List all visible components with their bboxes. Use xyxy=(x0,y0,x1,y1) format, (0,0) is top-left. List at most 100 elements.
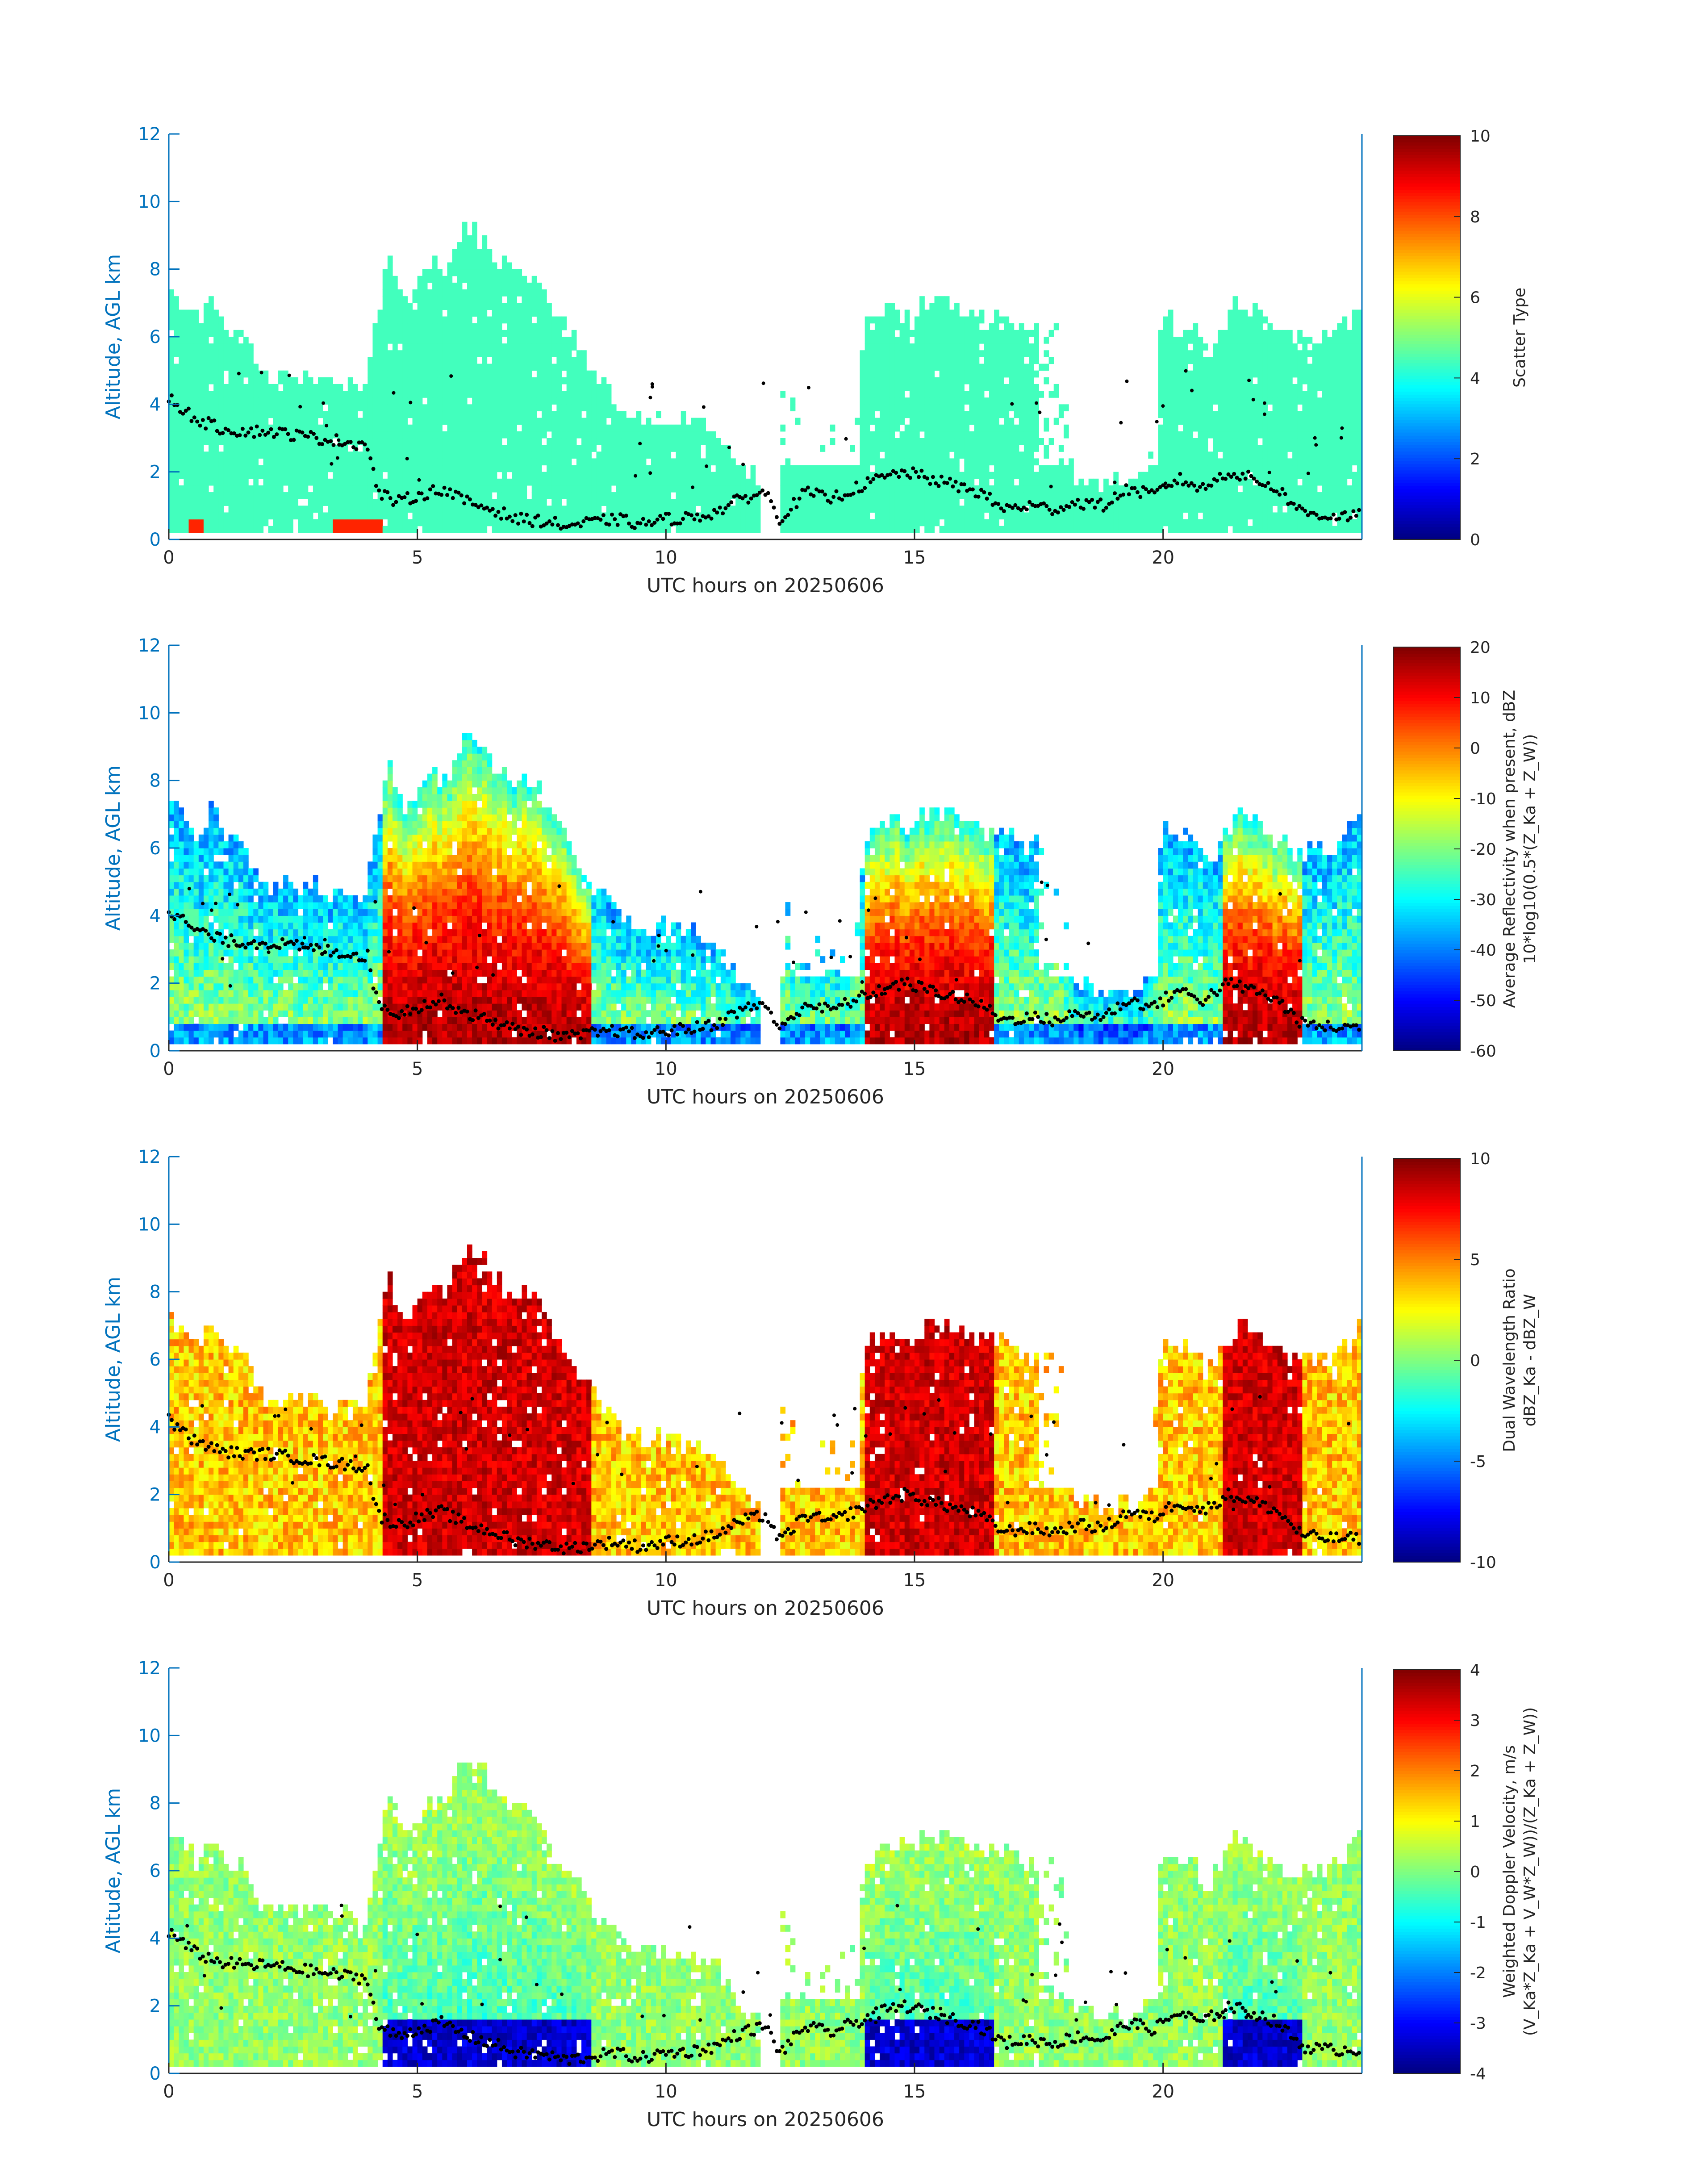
heatmap-cell xyxy=(358,519,363,526)
heatmap-cell xyxy=(1123,492,1129,499)
heatmap-cell xyxy=(959,404,965,412)
heatmap-cell xyxy=(174,316,179,324)
heatmap-cell xyxy=(989,431,994,439)
heatmap-cell xyxy=(810,465,815,472)
heatmap-cell xyxy=(497,384,502,391)
heatmap-cell xyxy=(472,296,477,303)
heatmap-cell xyxy=(248,438,254,445)
heatmap-cell xyxy=(377,309,383,317)
heatmap-cell xyxy=(193,512,199,520)
heatmap-cell xyxy=(407,323,413,330)
heatmap-cell xyxy=(964,438,970,445)
heatmap-cell xyxy=(586,438,592,445)
heatmap-cell xyxy=(944,526,950,533)
heatmap-cell xyxy=(581,364,587,371)
heatmap-cell xyxy=(522,499,527,506)
heatmap-cell xyxy=(184,384,189,391)
heatmap-cell xyxy=(586,458,592,466)
heatmap-cell xyxy=(402,526,408,533)
heatmap-cell xyxy=(233,478,239,486)
heatmap-cell xyxy=(616,526,622,533)
heatmap-cell xyxy=(959,431,965,439)
heatmap-cell xyxy=(238,506,244,513)
heatmap-cell xyxy=(377,330,383,337)
heatmap-cell xyxy=(904,309,910,317)
heatmap-cell xyxy=(328,485,333,493)
heatmap-cell xyxy=(944,418,950,425)
heatmap-cell xyxy=(298,492,304,499)
heatmap-cell xyxy=(522,303,527,310)
heatmap-cell xyxy=(417,458,423,466)
heatmap-cell xyxy=(601,397,607,405)
heatmap-cell xyxy=(984,458,990,466)
heatmap-cell xyxy=(1123,512,1129,520)
heatmap-cell xyxy=(994,526,999,533)
heatmap-cell xyxy=(556,445,562,452)
heatmap-cell xyxy=(333,451,338,459)
heatmap-cell xyxy=(352,391,358,398)
heatmap-cell xyxy=(805,526,810,533)
heatmap-cell xyxy=(780,499,786,506)
heatmap-cell xyxy=(393,418,398,425)
heatmap-cell xyxy=(989,445,994,452)
heatmap-cell xyxy=(551,506,557,513)
heatmap-cell xyxy=(1039,506,1044,513)
heatmap-cell xyxy=(174,472,179,479)
heatmap-cell xyxy=(412,465,418,472)
heatmap-cell xyxy=(790,465,796,472)
heatmap-cell xyxy=(293,492,299,499)
heatmap-cell xyxy=(984,384,990,391)
heatmap-cell xyxy=(512,451,517,459)
heatmap-cell xyxy=(885,384,890,391)
heatmap-cell xyxy=(447,343,453,351)
heatmap-cell xyxy=(213,309,219,317)
heatmap-cell xyxy=(666,506,672,513)
heatmap-cell xyxy=(899,451,905,459)
heatmap-cell xyxy=(512,418,517,425)
heatmap-cell xyxy=(571,445,577,452)
heatmap-cell xyxy=(1158,512,1164,520)
heatmap-cell xyxy=(1023,499,1029,506)
heatmap-cell xyxy=(233,451,239,459)
heatmap-cell xyxy=(551,445,557,452)
heatmap-cell xyxy=(452,526,458,533)
heatmap-cell xyxy=(815,478,821,486)
heatmap-cell xyxy=(929,499,935,506)
heatmap-cell xyxy=(377,343,383,351)
heatmap-cell xyxy=(1138,472,1144,479)
heatmap-cell xyxy=(909,438,915,445)
heatmap-cell xyxy=(1004,451,1010,459)
heatmap-cell xyxy=(477,519,482,526)
heatmap-cell xyxy=(547,337,552,344)
heatmap-cell xyxy=(382,458,388,466)
heatmap-cell xyxy=(427,384,433,391)
heatmap-cell xyxy=(885,418,890,425)
heatmap-cell xyxy=(591,519,597,526)
heatmap-cell xyxy=(706,431,711,439)
heatmap-cell xyxy=(432,526,438,533)
heatmap-cell xyxy=(462,472,468,479)
heatmap-cell xyxy=(696,478,701,486)
heatmap-cell xyxy=(840,465,845,472)
heatmap-cell xyxy=(1023,370,1029,378)
heatmap-cell xyxy=(407,350,413,357)
heatmap-cell xyxy=(1163,424,1169,432)
heatmap-cell xyxy=(258,499,264,506)
heatmap-cell xyxy=(303,404,309,412)
heatmap-cell xyxy=(288,458,293,466)
heatmap-cell xyxy=(701,519,706,526)
heatmap-cell xyxy=(880,323,885,330)
heatmap-cell xyxy=(487,391,493,398)
heatmap-cell xyxy=(447,276,453,283)
heatmap-cell xyxy=(1158,357,1164,364)
heatmap-cell xyxy=(223,519,229,526)
heatmap-cell xyxy=(397,337,403,344)
heatmap-cell xyxy=(218,384,224,391)
heatmap-cell xyxy=(422,506,428,513)
heatmap-cell xyxy=(218,478,224,486)
heatmap-cell xyxy=(462,506,468,513)
heatmap-cell xyxy=(631,424,637,432)
heatmap-cell xyxy=(750,465,756,472)
heatmap-cell xyxy=(472,431,477,439)
heatmap-cell xyxy=(586,445,592,452)
